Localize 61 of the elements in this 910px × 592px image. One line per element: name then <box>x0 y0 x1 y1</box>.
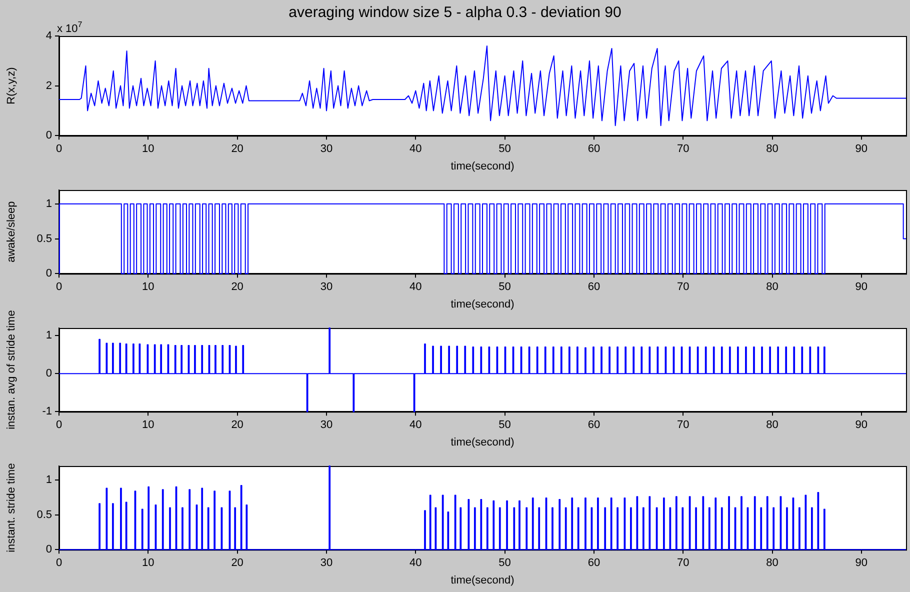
y-tick-label: 2 <box>46 80 52 92</box>
y-tick-label: 0 <box>46 544 52 556</box>
chart-title: averaging window size 5 - alpha 0.3 - deviation 90 <box>288 4 622 22</box>
y-tick-label: 0.5 <box>36 232 52 245</box>
x-axis-title: time(second) <box>450 436 514 448</box>
x-tick-label: 80 <box>766 557 778 570</box>
x-tick-label: 0 <box>56 419 62 432</box>
y-axis-title: R(x,y,z) <box>6 67 18 104</box>
x-tick-label: 0 <box>56 557 62 570</box>
x-tick-label: 40 <box>410 143 422 156</box>
x-tick-label: 80 <box>766 143 778 156</box>
x-tick-label: 30 <box>320 419 333 432</box>
x-tick-label: 50 <box>498 557 511 570</box>
x-tick-label: 60 <box>588 419 600 432</box>
x-tick-label: 20 <box>231 557 244 570</box>
x-tick-label: 90 <box>855 557 868 570</box>
x-tick-label: 70 <box>676 143 690 156</box>
y-tick-label: 4 <box>46 30 52 42</box>
y-tick-label: 0.5 <box>36 508 52 521</box>
y-axis-title: awake/sleep <box>6 201 18 262</box>
x-axis-title: time(second) <box>450 574 514 586</box>
x-tick-label: 70 <box>676 419 690 432</box>
x-tick-label: 90 <box>855 281 868 294</box>
x-tick-label: 60 <box>588 143 600 156</box>
x-axis-title: time(second) <box>450 298 514 310</box>
x-tick-label: 80 <box>766 419 778 432</box>
x-tick-label: 90 <box>855 143 868 156</box>
y-tick-label: 1 <box>46 474 52 486</box>
x-tick-label: 70 <box>676 281 690 294</box>
x-tick-label: 60 <box>588 281 600 294</box>
y-tick-label: 0 <box>46 368 52 380</box>
y-tick-label: 1 <box>46 330 52 342</box>
x-tick-label: 10 <box>142 281 154 294</box>
x-axis-title: time(second) <box>450 160 514 172</box>
y-tick-label: -1 <box>42 406 52 418</box>
x-tick-label: 10 <box>142 557 154 570</box>
x-tick-label: 20 <box>231 419 244 432</box>
x-tick-label: 60 <box>588 557 600 570</box>
x-tick-label: 30 <box>320 557 333 570</box>
x-tick-label: 50 <box>498 419 511 432</box>
x-tick-label: 40 <box>410 281 422 294</box>
y-tick-label: 0 <box>46 268 52 280</box>
x-tick-label: 10 <box>142 419 154 432</box>
x-tick-label: 80 <box>766 281 778 294</box>
x-tick-label: 50 <box>498 143 511 156</box>
x-tick-label: 40 <box>410 419 422 432</box>
x-tick-label: 50 <box>498 281 511 294</box>
x-tick-label: 20 <box>231 281 244 294</box>
x-tick-label: 40 <box>410 557 422 570</box>
x-tick-label: 0 <box>56 143 62 156</box>
x-tick-label: 90 <box>855 419 868 432</box>
y-axis-title: instant. stride time <box>6 463 18 552</box>
y-axis-title: instan. avg of stride time <box>6 310 18 430</box>
y-tick-label: 0 <box>46 130 52 142</box>
x-tick-label: 30 <box>320 143 333 156</box>
x-tick-label: 30 <box>320 281 333 294</box>
x-tick-label: 20 <box>231 143 244 156</box>
x-tick-label: 70 <box>676 557 690 570</box>
y-tick-label: 1 <box>46 198 52 210</box>
x-tick-label: 0 <box>56 281 62 294</box>
x-tick-label: 10 <box>142 143 154 156</box>
